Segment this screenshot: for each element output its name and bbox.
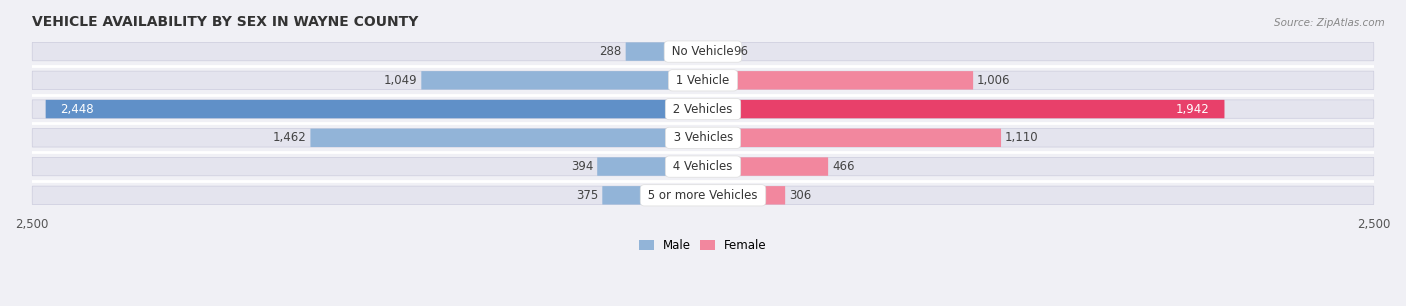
Text: 1,049: 1,049 [384, 74, 418, 87]
Text: 1,006: 1,006 [977, 74, 1011, 87]
Text: 5 or more Vehicles: 5 or more Vehicles [644, 189, 762, 202]
Text: 96: 96 [733, 45, 748, 58]
FancyBboxPatch shape [45, 100, 703, 118]
FancyBboxPatch shape [32, 43, 1374, 61]
Text: 4 Vehicles: 4 Vehicles [669, 160, 737, 173]
Text: 2 Vehicles: 2 Vehicles [669, 103, 737, 116]
Text: 1 Vehicle: 1 Vehicle [672, 74, 734, 87]
Text: 466: 466 [832, 160, 855, 173]
FancyBboxPatch shape [703, 157, 828, 176]
Text: No Vehicle: No Vehicle [668, 45, 738, 58]
Text: Source: ZipAtlas.com: Source: ZipAtlas.com [1274, 18, 1385, 28]
FancyBboxPatch shape [422, 71, 703, 90]
FancyBboxPatch shape [32, 71, 1374, 90]
FancyBboxPatch shape [703, 43, 728, 61]
Text: 2,448: 2,448 [60, 103, 94, 116]
Text: 375: 375 [576, 189, 599, 202]
FancyBboxPatch shape [32, 157, 1374, 176]
FancyBboxPatch shape [703, 100, 1225, 118]
Text: 394: 394 [571, 160, 593, 173]
FancyBboxPatch shape [703, 129, 1001, 147]
Text: 1,110: 1,110 [1005, 131, 1039, 144]
Text: 1,942: 1,942 [1175, 103, 1209, 116]
Text: 288: 288 [599, 45, 621, 58]
FancyBboxPatch shape [32, 129, 1374, 147]
FancyBboxPatch shape [598, 157, 703, 176]
FancyBboxPatch shape [626, 43, 703, 61]
FancyBboxPatch shape [602, 186, 703, 204]
Text: 306: 306 [789, 189, 811, 202]
Text: VEHICLE AVAILABILITY BY SEX IN WAYNE COUNTY: VEHICLE AVAILABILITY BY SEX IN WAYNE COU… [32, 15, 418, 29]
Text: 3 Vehicles: 3 Vehicles [669, 131, 737, 144]
FancyBboxPatch shape [32, 100, 1374, 118]
Legend: Male, Female: Male, Female [634, 234, 772, 256]
FancyBboxPatch shape [703, 71, 973, 90]
FancyBboxPatch shape [32, 186, 1374, 204]
FancyBboxPatch shape [703, 186, 785, 204]
Text: 1,462: 1,462 [273, 131, 307, 144]
FancyBboxPatch shape [311, 129, 703, 147]
